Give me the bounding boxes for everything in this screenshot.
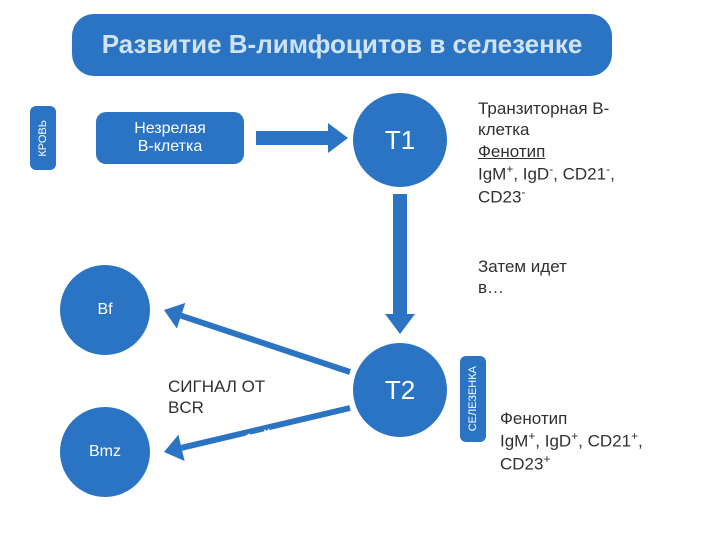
node-t1-label: T1 (385, 125, 415, 156)
node-t2: T2 (353, 343, 447, 437)
annot-t2-desc: ФенотипIgM+, IgD+, CD21+,CD23+ (500, 408, 700, 475)
node-bf-label: Bf (97, 301, 112, 319)
diagram-title: Развитие В-лимфоцитов в селезенке (72, 14, 612, 76)
node-immature-b-cell: НезрелаяВ-клетка (96, 112, 244, 164)
annot-then: Затем идетв… (478, 256, 638, 299)
tag-blood: КРОВЬ (30, 106, 56, 170)
edge-label-weak: слабый (218, 426, 274, 455)
diagram-title-text: Развитие В-лимфоцитов в селезенке (102, 30, 583, 60)
tag-blood-text: КРОВЬ (37, 120, 49, 157)
annot-t1-desc: Транзиторная В-клеткаФенотипIgM+, IgD-, … (478, 98, 698, 208)
tag-spleen-text: СЕЛЕЗЕНКА (467, 366, 479, 431)
diagram-root: { "type": "flowchart", "background_color… (0, 0, 720, 540)
tag-spleen: СЕЛЕЗЕНКА (460, 356, 486, 442)
node-bmz-label: Bmz (89, 443, 121, 461)
node-bf: Bf (60, 265, 150, 355)
edge-label-medium: средний (230, 295, 291, 328)
annot-bcr: СИГНАЛ ОТBCR (168, 376, 308, 419)
node-t2-label: T2 (385, 375, 415, 406)
node-t1: T1 (353, 93, 447, 187)
node-immature-label: НезрелаяВ-клетка (134, 120, 206, 155)
node-bmz: Bmz (60, 407, 150, 497)
